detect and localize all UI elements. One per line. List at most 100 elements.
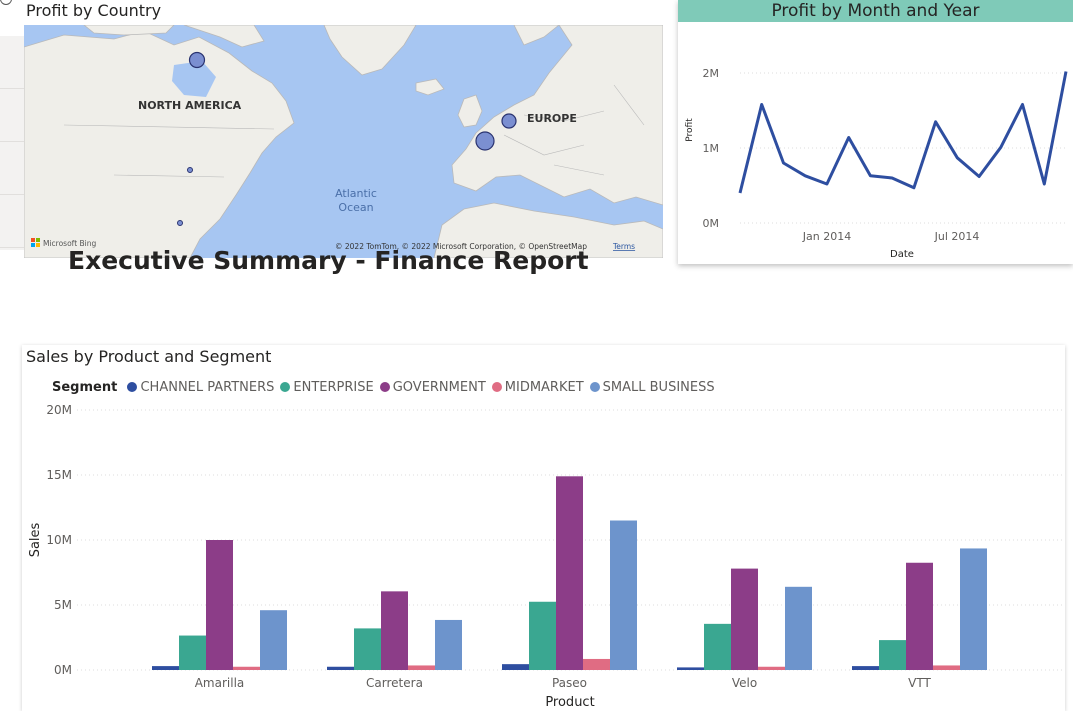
y-tick-label: 10M [46,533,72,547]
bar-chart-plot[interactable]: 0M 5M 10M 15M 20M Amarilla Carretera Paseo Velo V… [22,345,1065,711]
sales-bar-chart-card[interactable]: Sales by Product and Segment 0M 5M 10M 15M 2… [22,345,1065,711]
x-axis-title: Product [545,695,594,710]
slicer-row[interactable] [0,142,24,195]
label-atlantic-2: Ocean [338,201,373,214]
legend-item[interactable]: ENTERPRISE [280,380,374,395]
x-tick-label: VTT [908,676,931,690]
y-tick-label: 2M [703,67,720,80]
legend-item[interactable]: MIDMARKET [491,380,584,395]
bing-logo-icon [31,238,35,242]
bar [260,610,287,670]
bubble-canada[interactable] [188,51,206,69]
bar [731,568,758,670]
x-tick-label: Carretera [366,676,423,690]
bar [354,628,381,670]
bar [327,666,354,670]
label-europe: EUROPE [527,112,577,125]
bar [152,666,179,670]
bar [179,635,206,670]
bar [677,667,704,670]
bar [206,540,233,670]
bar [435,619,462,670]
x-tick-label: Jan 2014 [802,230,851,243]
legend-dot-icon [379,382,390,392]
y-tick-label: 0M [703,217,720,230]
legend-item[interactable]: SMALL BUSINESS [589,380,715,395]
bubble-france[interactable] [475,131,495,151]
slicer-row[interactable] [0,89,24,142]
bar [502,664,529,670]
bar [960,548,987,670]
slicer-row[interactable] [0,195,24,248]
map-title: Profit by Country [26,1,162,20]
legend-dot-icon [491,382,502,392]
bing-logo-icon-tile [36,243,40,247]
legend-title: Segment [52,380,118,395]
x-tick-label: Paseo [552,676,587,690]
legend-item[interactable]: GOVERNMENT [379,380,486,395]
line-chart-plot[interactable]: 0M 1M 2M Jan 2014 Jul 2014 Date Profit [678,22,1073,264]
x-axis-title: Date [890,249,914,260]
slicer-row[interactable] [0,36,24,89]
bar [758,666,785,670]
bar [408,665,435,670]
europe-land [451,24,664,206]
bar-chart-title: Sales by Product and Segment [26,347,272,366]
bar [610,520,637,670]
bar [704,623,731,670]
bing-logo-text: Microsoft Bing [43,239,96,248]
y-tick-label: 0M [54,663,72,677]
legend-item[interactable]: CHANNEL PARTNERS [127,380,274,395]
x-tick-label: Jul 2014 [934,230,980,243]
bing-logo-icon-tile [36,238,40,242]
bar-chart-legend: Segment CHANNEL PARTNERS ENTERPRISE GOVERN… [52,380,721,395]
country-borders [63,84,645,178]
legend-dot-icon [589,382,600,392]
map-canvas[interactable]: NORTH AMERICA EUROPE Atlantic Ocean Micr… [23,24,664,259]
legend-label: ENTERPRISE [293,380,374,395]
uk-land [457,94,483,128]
y-tick-label: 5M [54,598,72,612]
slicer-strip[interactable] [0,36,24,250]
y-tick-label: 1M [703,142,720,155]
bar [879,640,906,670]
profit-line-chart-card[interactable]: Profit by Month and Year 0M 1M 2M Jan 2014 J… [678,0,1073,264]
map-attribution: © 2022 TomTom, © 2022 Microsoft Corporat… [335,242,587,251]
greenland-land [323,24,417,76]
info-icon [0,0,12,5]
label-atlantic-1: Atlantic [335,187,377,200]
iceland-land [415,78,445,96]
bar [583,658,610,670]
profit-map[interactable]: NORTH AMERICA EUROPE Atlantic Ocean Micr… [23,24,664,259]
bubble-mexico[interactable] [177,220,183,226]
y-tick-label: 20M [46,403,72,417]
legend-label: MIDMARKET [504,380,584,395]
y-tick-label: 15M [46,468,72,482]
bar [906,562,933,670]
bar [852,666,879,670]
bar [556,476,583,670]
report-title: Executive Summary - Finance Report [68,246,589,275]
canada-islands [82,24,265,48]
legend-dot-icon [280,382,291,392]
bar [381,591,408,670]
bubble-germany[interactable] [501,113,517,129]
hudson-bay [172,61,216,97]
terms-link[interactable]: Terms [612,242,635,251]
line-chart-title: Profit by Month and Year [678,0,1073,22]
legend-label: CHANNEL PARTNERS [140,380,275,395]
y-axis-title: Sales [28,522,43,557]
bar [529,601,556,670]
profit-line [738,71,1068,194]
y-axis-title: Profit [685,118,695,142]
bar [233,666,260,670]
label-north-america: NORTH AMERICA [138,99,242,112]
x-tick-label: Amarilla [195,676,245,690]
x-tick-label: Velo [732,676,757,690]
legend-label: SMALL BUSINESS [602,380,715,395]
legend-dot-icon [127,382,138,392]
bar [933,665,960,670]
bar [785,586,812,670]
bubble-usa[interactable] [187,167,193,173]
legend-label: GOVERNMENT [392,380,486,395]
